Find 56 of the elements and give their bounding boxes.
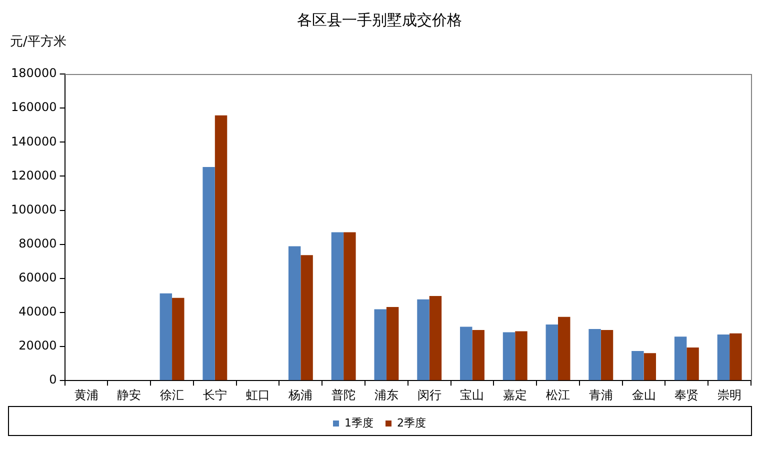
y-tick-label: 180000 xyxy=(10,66,57,80)
y-tick-label: 20000 xyxy=(18,338,57,353)
y-tick-label: 60000 xyxy=(18,270,57,285)
bar xyxy=(331,232,344,380)
bar xyxy=(600,330,614,380)
y-tick-label: 80000 xyxy=(18,236,57,250)
bar xyxy=(460,326,472,380)
y-tick-label: 100000 xyxy=(10,202,57,216)
x-tick-label: 松江 xyxy=(546,388,570,402)
bar xyxy=(417,299,430,380)
x-tick-label: 闵行 xyxy=(417,388,442,402)
bar xyxy=(214,115,228,380)
bar xyxy=(717,334,730,380)
chart-title: 各区县一手别墅成交价格 xyxy=(297,10,462,29)
y-tick-label: 140000 xyxy=(10,134,57,148)
x-tick-label: 普陀 xyxy=(332,388,356,402)
bar xyxy=(172,298,184,380)
bar xyxy=(588,328,601,380)
bar xyxy=(502,332,516,380)
bar xyxy=(674,336,687,380)
bar xyxy=(202,167,215,380)
x-tick-label: 长宁 xyxy=(202,388,227,402)
y-tick-label: 0 xyxy=(49,372,57,387)
bar xyxy=(632,350,644,380)
x-tick-label: 杨浦 xyxy=(288,388,313,402)
bar xyxy=(386,307,399,380)
y-tick-label: 160000 xyxy=(10,100,57,114)
x-tick-label: 浦东 xyxy=(374,388,398,402)
bar xyxy=(344,232,356,380)
x-tick-label: 静安 xyxy=(117,388,142,402)
bar xyxy=(515,331,528,380)
bar xyxy=(472,330,484,380)
legend-label: 2季度 xyxy=(397,416,426,430)
y-axis-title: 元/平方米 xyxy=(10,33,66,50)
x-tick-label: 崇明 xyxy=(718,388,742,402)
x-tick-label: 宝山 xyxy=(460,388,484,402)
bar xyxy=(160,293,172,380)
bar xyxy=(546,324,558,380)
y-tick-label: 120000 xyxy=(10,168,57,182)
legend-label: 1季度 xyxy=(344,416,374,430)
x-tick-label: 黄浦 xyxy=(74,388,98,402)
x-tick-label: 金山 xyxy=(632,388,656,402)
x-tick-label: 嘉定 xyxy=(503,388,528,402)
y-tick-label: 40000 xyxy=(18,304,57,319)
bar xyxy=(300,255,313,380)
bar xyxy=(730,333,742,380)
bar xyxy=(374,309,386,380)
bar xyxy=(429,296,442,380)
x-tick-label: 青浦 xyxy=(588,388,613,402)
x-tick-label: 奉贤 xyxy=(674,388,699,402)
bar xyxy=(686,348,699,380)
x-tick-label: 虹口 xyxy=(246,388,270,402)
bar xyxy=(558,316,570,380)
bar xyxy=(288,246,301,380)
bar xyxy=(644,353,656,380)
x-tick-label: 徐汇 xyxy=(160,388,184,402)
